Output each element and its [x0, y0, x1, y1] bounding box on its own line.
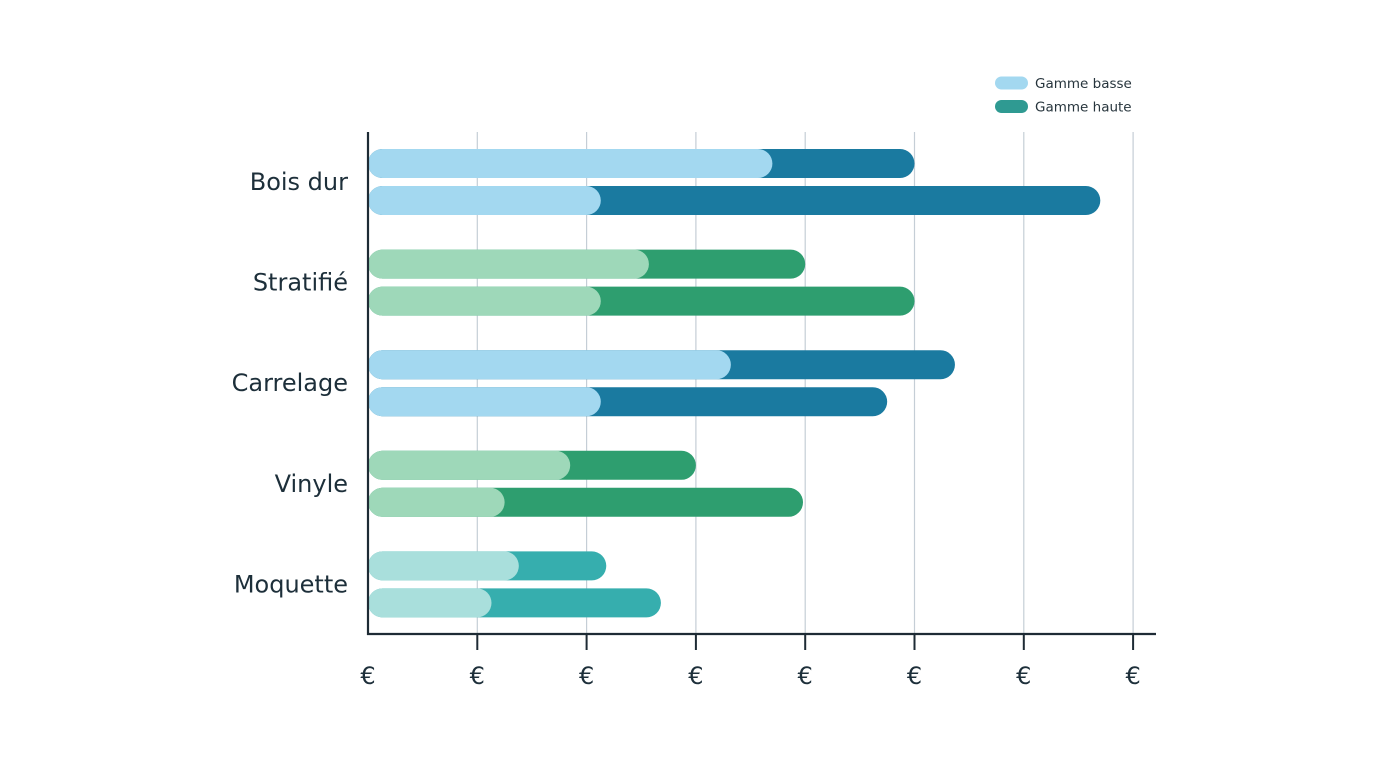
bars — [368, 149, 1101, 618]
bar-low-segment — [368, 350, 731, 380]
legend-swatch — [995, 100, 1028, 113]
x-tick-label: € — [360, 662, 375, 690]
bar-low-segment — [368, 487, 505, 517]
bar-low-segment — [368, 186, 601, 215]
x-tick-label: € — [579, 662, 594, 690]
x-tick-label: € — [688, 662, 703, 690]
bar-low-segment — [368, 588, 492, 618]
category-label: Stratifié — [253, 269, 348, 297]
legend-swatch — [995, 76, 1028, 90]
bar-low-segment — [368, 249, 649, 279]
bar-low-segment — [368, 286, 601, 316]
bar-low-segment — [368, 149, 773, 178]
category-label: Carrelage — [232, 369, 348, 397]
category-labels: Bois dur Stratifié Carrelage Vinyle Moquette — [232, 168, 349, 598]
x-tick-label: € — [470, 662, 485, 690]
axes — [366, 132, 1156, 650]
x-tick-label: € — [1125, 662, 1140, 690]
category-label: Bois dur — [250, 168, 348, 196]
legend: Gamme basse Gamme haute — [995, 76, 1132, 116]
grid-lines — [476, 132, 1134, 634]
bar-low-segment — [368, 551, 519, 581]
x-tick-label: € — [798, 662, 813, 690]
x-tick-labels: € € € € € € € € — [360, 662, 1140, 690]
legend-label: Gamme basse — [1035, 76, 1132, 92]
legend-label: Gamme haute — [1035, 100, 1132, 116]
category-label: Vinyle — [275, 470, 348, 498]
x-tick-label: € — [1016, 662, 1031, 690]
bar-low-segment — [368, 450, 571, 480]
category-label: Moquette — [234, 570, 348, 598]
x-tick-label: € — [907, 662, 922, 690]
bar-low-segment — [368, 387, 601, 417]
